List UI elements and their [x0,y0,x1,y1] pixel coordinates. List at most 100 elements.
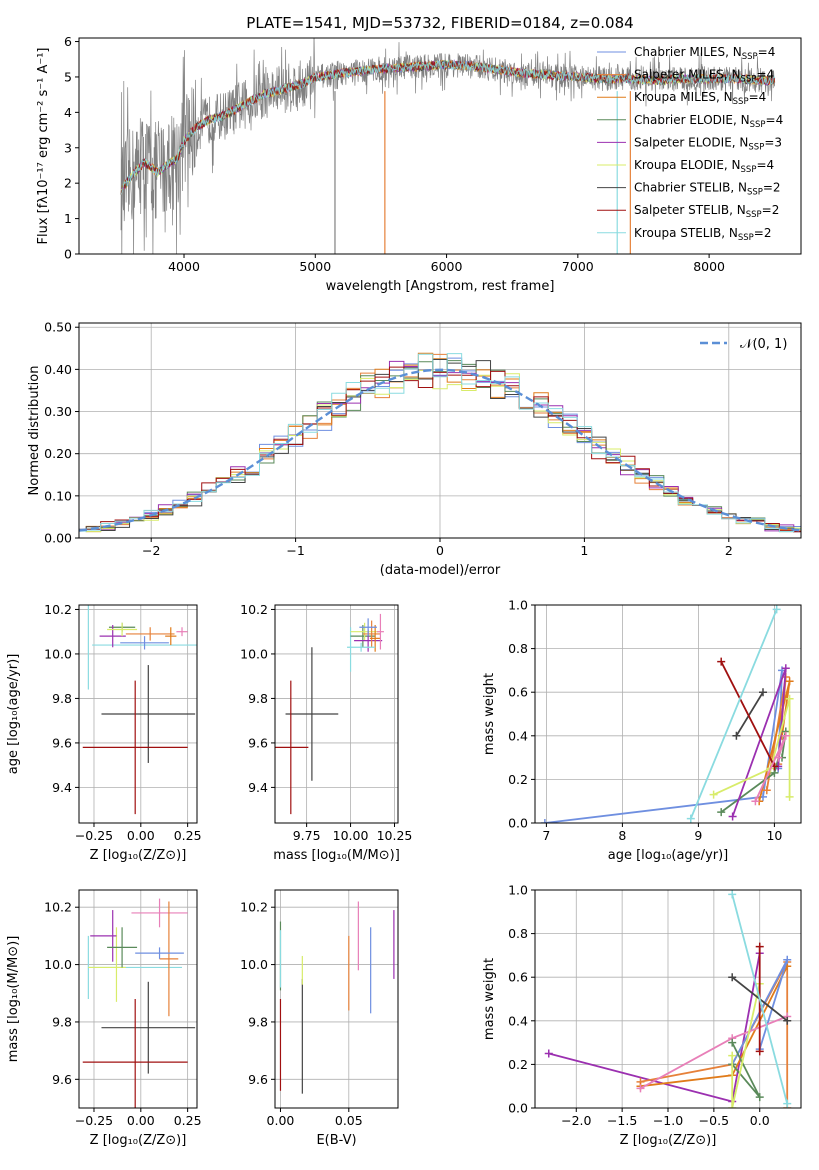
weight-marker-salpeter_miles [762,786,771,795]
x-tick-label: 0.00 [127,1113,155,1128]
x-tick-label: 8 [618,828,626,843]
x-tick-label: −1.5 [607,1113,637,1128]
plot-area [120,38,776,254]
weight-marker-salpeter_stelib [717,657,726,666]
panel-mass_vs_ebv: 0.00 0.05 9.6 9.8 10.0 10.2 E(B-V) [240,889,399,1148]
x-tick-label: 0.00 [127,828,155,843]
x-tick-label: 0 [436,543,444,558]
weight-marker-kroupa_stelib [783,1099,792,1108]
legend-label-sub: SSP [741,165,757,175]
legend-label-sub: SSP [746,210,762,220]
figure-title: PLATE=1541, MJD=53732, FIBERID=0184, z=0… [246,14,633,32]
legend-label-sub: SSP [747,188,763,198]
legend-label-sub: SSP [741,75,757,85]
y-tick-label: 0.50 [44,320,72,335]
histogram-chabrier_stelib [79,359,801,533]
y-tick-label: 0.10 [44,488,72,503]
x-tick-label: 10 [766,828,782,843]
y-tick-label: 3 [64,140,72,155]
legend-label-sub: SSP [742,52,758,62]
plot-area [82,898,196,1108]
y-tick-label: 0.0 [508,816,528,831]
weight-marker-chabrier_miles [540,819,549,823]
axes-frame [274,604,399,824]
x-tick-label: −2 [142,543,160,558]
legend-label-suffix: =4 [756,158,774,172]
y-tick-label: 0.4 [508,728,528,743]
legend-label: Kroupa MILES, NSSP=4 [634,90,766,107]
y-tick-label: 10.0 [44,646,72,661]
y-tick-label: 0.8 [508,926,528,941]
x-tick-label: 0.05 [335,1113,363,1128]
x-tick-label: −0.5 [699,1113,729,1128]
weight-marker-kroupa_elodie [728,1104,737,1108]
panel-residuals: −2 −1 0 1 2 0.00 0.10 0.20 0.30 0.40 0.50 (data-mod… [27,320,802,578]
legend-label-sub: SSP [733,97,749,107]
weight-line-chabrier_stelib [735,691,764,737]
x-tick-label: 0.0 [750,1113,770,1128]
plot-area [275,613,384,815]
weight-line-kroupa_elodie [731,983,761,1108]
y-axis-label: Flux [fλ10⁻¹⁷ erg cm⁻² s⁻¹ A⁻¹] [36,48,51,245]
y-tick-label: 9.6 [52,735,72,750]
legend-label-suffix: =4 [749,90,767,104]
weight-marker-kroupa_miles [785,677,794,686]
x-tick-label: 6000 [431,259,463,274]
histogram-salpeter_stelib [79,366,801,533]
y-tick-label: 6 [64,34,72,49]
weight-marker-kroupa_elodie [785,694,794,703]
y-tick-label: 0.6 [508,970,528,985]
model-line-kroupa_stelib [120,59,776,195]
x-tick-label: 5000 [299,259,331,274]
weight-marker-chabrier_elodie [717,808,726,817]
weight-marker-chabrier_miles [783,955,792,964]
x-axis-label: (data-model)/error [380,563,501,578]
panel-massweight_vs_age: 7 8 9 10 0.0 0.2 0.4 0.6 0.8 1.0 age [log₁₀(age/yr… [482,598,802,863]
x-tick-label: 7000 [562,259,594,274]
weight-marker-pink [781,731,790,740]
legend-label: Kroupa STELIB, NSSP=2 [634,226,772,243]
plot-area [540,605,794,823]
legend-label-suffix: =4 [766,113,784,127]
y-tick-label: 9.8 [52,1014,72,1029]
legend-label-suffix: =2 [754,226,772,240]
x-axis-label: Z [log₁₀(Z/Z⊙)] [620,1133,717,1148]
x-axis-label: E(B-V) [316,1133,356,1148]
x-tick-label: 1 [580,543,588,558]
y-tick-label: 2 [64,176,72,191]
panel-massweight_vs_Z: −2.0 −1.5 −1.0 −0.5 0.0 0.0 0.2 0.4 0.6 0.8 1.0 Z [… [482,883,802,1148]
x-tick-label: −2.0 [561,1113,591,1128]
weight-marker-pink [774,753,783,762]
y-tick-label: 0.6 [508,685,528,700]
y-axis-label: Normed distribution [27,366,42,496]
weight-marker-kroupa_elodie [785,792,794,801]
weight-marker-salpeter_elodie [728,812,737,821]
x-tick-label: −1 [286,543,304,558]
weight-line-kroupa_stelib [689,609,778,819]
chart-layer: 4000 5000 6000 7000 8000 0 1 2 3 4 5 6 wavelength [A… [6,34,802,1148]
weight-line-kroupa_elodie [713,698,791,797]
legend-label: Kroupa ELODIE, NSSP=4 [634,158,774,175]
y-tick-label: 0.00 [44,531,72,546]
y-tick-label: 0.8 [508,641,528,656]
legend: Chabrier MILES, NSSP=4 Salpeter MILES, NS… [597,45,783,243]
panel-age_vs_mass: 9.75 10.00 10.25 9.4 9.6 9.8 10.0 10.2 mass [log… [240,602,412,863]
weight-marker-chabrier_stelib [783,1016,792,1025]
x-tick-label: 9.75 [293,828,321,843]
plot-area [279,901,395,1094]
y-tick-label: 10.2 [44,602,72,617]
y-tick-label: 0 [64,247,72,262]
legend-label-suffix: =4 [758,45,776,59]
y-tick-label: 1 [64,211,72,226]
y-tick-label: 9.6 [248,1072,268,1087]
y-tick-label: 9.8 [248,691,268,706]
legend-label-suffix: =3 [764,135,782,149]
legend-label-suffix: =2 [762,203,780,217]
y-tick-label: 0.20 [44,446,72,461]
y-tick-label: 1.0 [508,883,528,898]
weight-marker-chabrier_stelib [732,731,741,740]
legend-label: Salpeter ELODIE, NSSP=3 [634,135,782,152]
weight-marker-chabrier_stelib [728,973,737,982]
weight-line-salpeter_stelib [720,661,776,767]
y-tick-label: 9.8 [248,1014,268,1029]
